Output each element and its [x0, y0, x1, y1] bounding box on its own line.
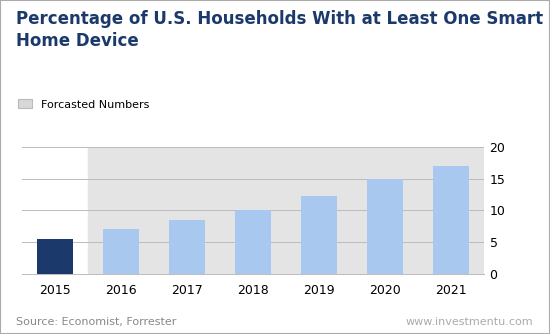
Bar [37, 239, 73, 274]
Bar [169, 220, 205, 274]
Bar [103, 229, 139, 274]
Legend: Forcasted Numbers: Forcasted Numbers [18, 99, 149, 110]
Text: Percentage of U.S. Households With at Least One Smart
Home Device: Percentage of U.S. Households With at Le… [16, 10, 543, 49]
Bar [367, 179, 403, 274]
Bar [235, 210, 271, 274]
Bar [88, 147, 484, 274]
Bar [433, 166, 469, 274]
Text: Source: Economist, Forrester: Source: Economist, Forrester [16, 317, 177, 327]
Bar [301, 196, 337, 274]
Text: www.investmentu.com: www.investmentu.com [406, 317, 534, 327]
